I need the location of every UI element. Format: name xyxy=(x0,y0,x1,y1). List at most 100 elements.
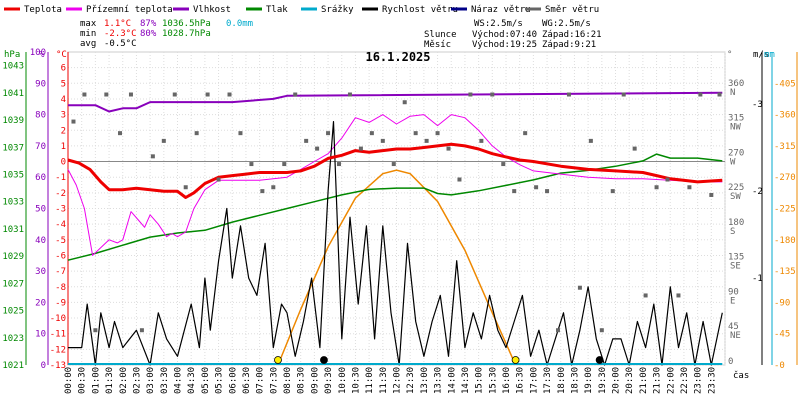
pressure-tick-label: 1021 xyxy=(2,361,24,371)
wind-speed-tick-label: -2 xyxy=(752,187,763,197)
wind-direction-point xyxy=(205,92,210,97)
pressure-line xyxy=(67,153,723,261)
stats-min-press: 1028.7hPa xyxy=(162,29,211,39)
wind-direction-point xyxy=(271,185,276,190)
direction-compass-label: S xyxy=(730,227,735,237)
stats-moonrise: Východ:19:25 xyxy=(472,40,537,50)
stats-avg-label: avg xyxy=(80,39,96,49)
pressure-tick-label: 1035 xyxy=(2,170,24,180)
sun-elevation-tick-label: -405 xyxy=(774,79,796,89)
direction-compass-label: SW xyxy=(730,192,741,202)
time-tick-label: 02:00 xyxy=(119,367,129,394)
temperature-tick-label: 1 xyxy=(61,142,66,152)
wind-direction-point xyxy=(161,138,166,143)
time-tick-label: 07:30 xyxy=(269,367,279,394)
wind-direction-point xyxy=(632,146,637,151)
time-tick-label: 21:00 xyxy=(639,367,649,394)
time-tick-label: 23:00 xyxy=(694,367,704,394)
pressure-tick-label: 1023 xyxy=(2,334,24,344)
wind-direction-point xyxy=(118,131,123,136)
wind-direction-point xyxy=(93,328,98,333)
legend-label: Srážky xyxy=(321,5,354,15)
wind-direction-point xyxy=(238,131,243,136)
wind-direction-point xyxy=(523,131,528,136)
wind-direction-point xyxy=(676,293,681,298)
direction-tick-label: 90 xyxy=(728,287,739,297)
wind-direction-point xyxy=(183,185,188,190)
humidity-tick-label: 10 xyxy=(35,330,46,340)
stats-max-label: max xyxy=(80,19,97,29)
time-tick-label: 11:30 xyxy=(379,367,389,394)
temperature-tick-label: 2 xyxy=(61,126,66,136)
stats-block: max 1.1°C 87% 1036.5hPa 0.0mm min -2.3°C… xyxy=(80,19,602,50)
temperature-axis: 6 5 4 3 2 1 0 -1 -2 -3 -4 -5 -6 -7 -8 -9 -10 -11 -12 -13 xyxy=(50,64,66,371)
direction-tick-label: 180 xyxy=(728,218,744,228)
pressure-tick-label: 1031 xyxy=(2,225,24,235)
stats-max-hum: 87% xyxy=(140,19,157,29)
time-tick-label: 11:00 xyxy=(365,367,375,394)
time-tick-label: 20:00 xyxy=(612,367,622,394)
time-tick-label: 05:30 xyxy=(215,367,225,394)
time-tick-label: 10:00 xyxy=(338,367,348,394)
legend-label: Teplota xyxy=(24,5,62,15)
direction-tick-label: 270 xyxy=(728,148,744,158)
stats-moonset: Západ:9:21 xyxy=(542,40,596,50)
axis-title-pct: % xyxy=(39,50,45,60)
stats-max-press: 1036.5hPa xyxy=(162,19,211,29)
humidity-tick-label: 30 xyxy=(35,267,46,277)
time-tick-label: 15:00 xyxy=(475,367,485,394)
direction-tick-label: 45 xyxy=(728,322,739,332)
time-tick-label: 17:30 xyxy=(543,367,553,394)
stats-sun-label: Slunce xyxy=(424,30,457,40)
time-tick-label: 04:30 xyxy=(187,367,197,394)
time-tick-label: 12:30 xyxy=(406,367,416,394)
sun-elevation-tick-label: -135 xyxy=(774,267,796,277)
humidity-line xyxy=(68,91,723,113)
stats-min-temp: -2.3°C xyxy=(104,29,137,39)
pressure-tick-label: 1029 xyxy=(2,252,24,262)
wind-direction-point xyxy=(104,92,109,97)
wind-direction-point xyxy=(82,92,87,97)
direction-tick-label: 360 xyxy=(728,79,744,89)
wind-speed-line xyxy=(68,121,723,366)
time-tick-label: 12:00 xyxy=(393,367,403,394)
stats-max-rain: 0.0mm xyxy=(226,19,253,29)
wind-direction-point xyxy=(358,146,363,151)
time-tick-label: 00:30 xyxy=(78,367,88,394)
stats-sunset: Západ:16:21 xyxy=(542,30,602,40)
time-tick-label: 14:30 xyxy=(461,367,471,394)
wind-direction-point xyxy=(599,328,604,333)
moonrise-marker xyxy=(595,356,604,364)
pressure-tick-label: 1039 xyxy=(2,116,24,126)
humidity-tick-label: 70 xyxy=(35,142,46,152)
stats-avg-temp: -0.5°C xyxy=(104,39,137,49)
sun-elevation-tick-label: -225 xyxy=(774,205,796,215)
sun-elevation-axis: -405 -360 -315 -270 -225 -180 -135 -90 -45 -0 xyxy=(774,79,796,371)
temperature-tick-label: -6 xyxy=(55,251,66,261)
time-tick-label: 13:00 xyxy=(420,367,430,394)
sunset-marker xyxy=(511,356,520,364)
sun-elevation-tick-label: -0 xyxy=(774,361,785,371)
wind-direction-point xyxy=(490,92,495,97)
grid xyxy=(67,52,726,366)
wind-direction-point xyxy=(293,92,298,97)
wind-direction-point xyxy=(512,189,517,194)
time-tick-label: 10:30 xyxy=(351,367,361,394)
direction-compass-label: NE xyxy=(730,331,741,341)
wind-direction-point xyxy=(194,131,199,136)
time-tick-label: 03:00 xyxy=(146,367,156,394)
temperature-line xyxy=(67,142,723,199)
wind-direction-point xyxy=(71,119,76,124)
wind-direction-points xyxy=(71,92,722,333)
temperature-tick-label: -2 xyxy=(55,189,66,199)
wind-direction-point xyxy=(610,189,615,194)
stats-wg: WG:2.5m/s xyxy=(542,19,591,29)
wind-direction-point xyxy=(260,189,265,194)
moonset-marker xyxy=(320,356,328,364)
direction-tick-label: 135 xyxy=(728,253,744,263)
sun-elevation-tick-label: -270 xyxy=(774,173,796,183)
temperature-tick-label: 4 xyxy=(61,95,66,105)
